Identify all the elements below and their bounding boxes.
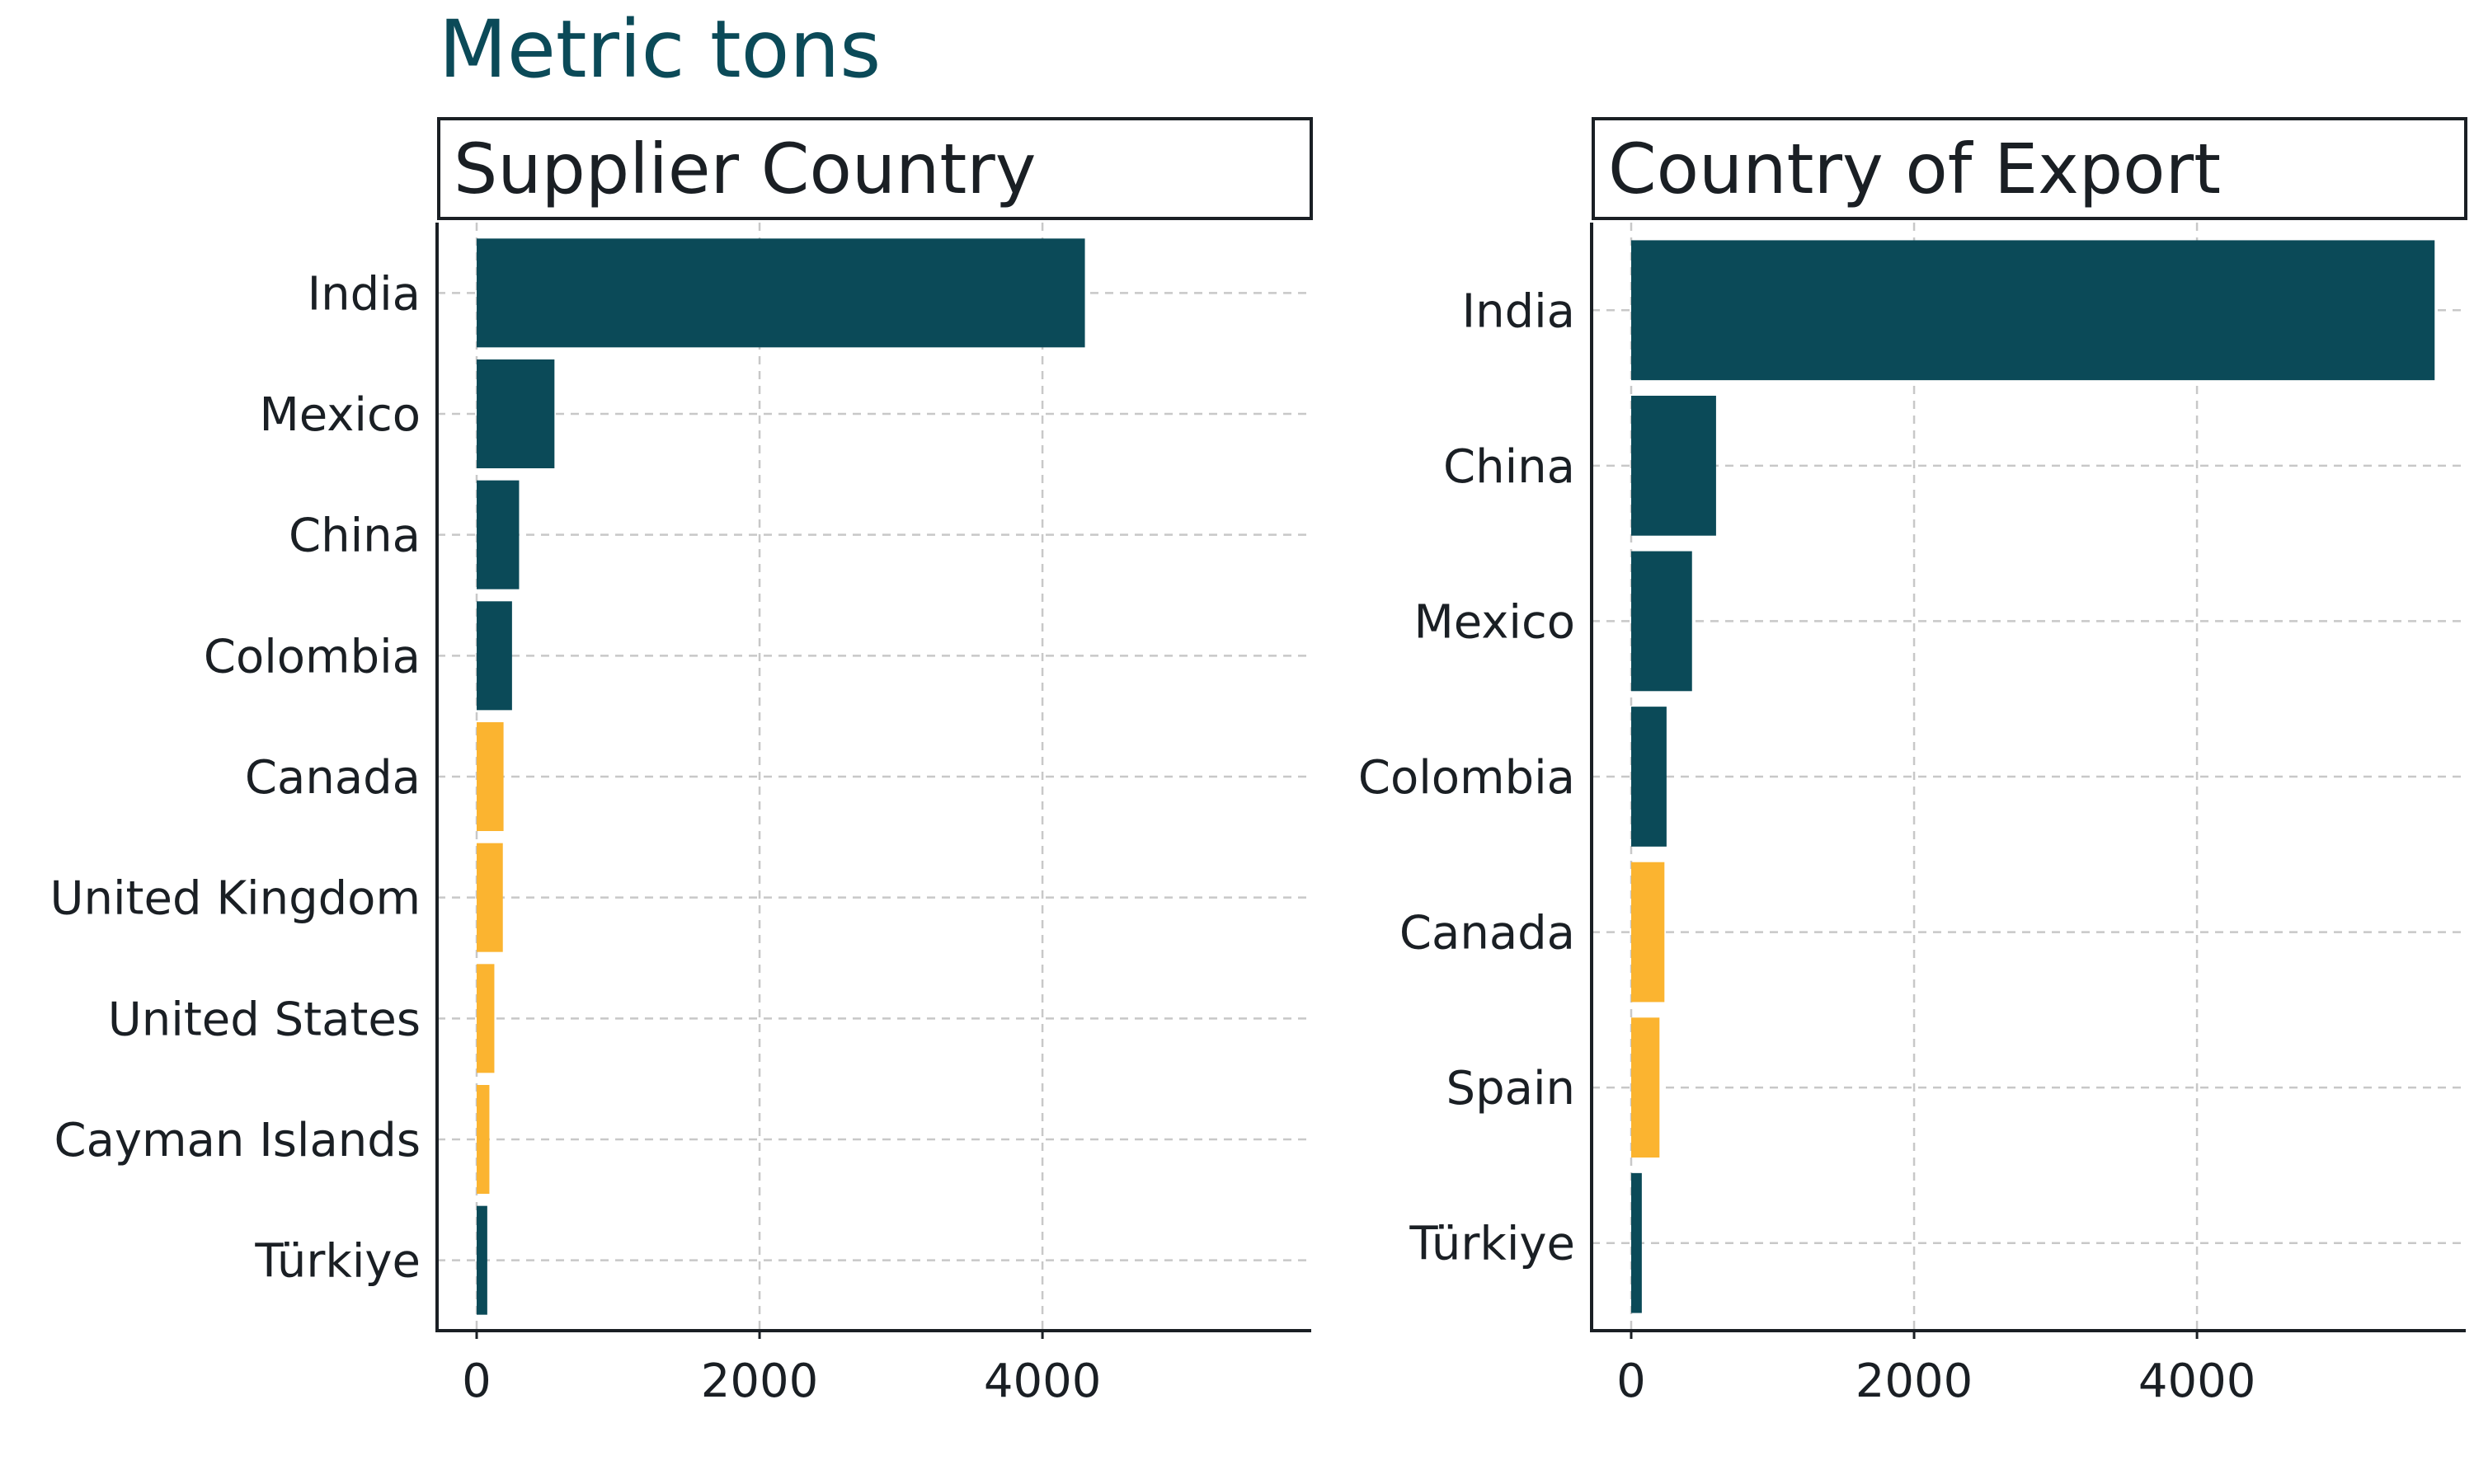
strip-box bbox=[1592, 117, 2467, 220]
category-label: China bbox=[289, 510, 421, 563]
x-tick-label: 0 bbox=[1616, 1355, 1646, 1408]
category-label: Colombia bbox=[1358, 751, 1575, 805]
category-label: Colombia bbox=[204, 630, 421, 683]
category-label: United States bbox=[108, 993, 421, 1046]
category-label: China bbox=[1443, 440, 1575, 494]
category-label: Türkiye bbox=[254, 1235, 421, 1289]
x-tick-label: 4000 bbox=[984, 1355, 1102, 1408]
panel-title: Supplier Country bbox=[454, 129, 1037, 209]
page-title: Metric tons bbox=[439, 3, 882, 96]
bar-china bbox=[1631, 396, 1716, 536]
bar-spain bbox=[1631, 1017, 1660, 1158]
category-label: Mexico bbox=[259, 388, 421, 442]
category-label: India bbox=[1462, 284, 1575, 338]
bar-india bbox=[477, 238, 1085, 348]
x-tick-label: 2000 bbox=[701, 1355, 819, 1408]
bar-colombia bbox=[477, 601, 512, 711]
panel-title: Country of Export bbox=[1608, 129, 2221, 209]
bar-united-states bbox=[477, 964, 495, 1073]
bar-united-kingdom bbox=[477, 843, 503, 952]
x-tick-label: 4000 bbox=[2138, 1355, 2256, 1408]
category-label: Türkiye bbox=[1409, 1218, 1575, 1271]
bar-colombia bbox=[1631, 707, 1667, 847]
panel-country-of-export: Country of Export India China Mexico Colomb… bbox=[1358, 117, 2467, 1408]
bar-t-rkiye bbox=[477, 1205, 487, 1315]
panel-supplier-country: Supplier Country India Mexico China Colombi… bbox=[50, 117, 1313, 1408]
category-label: United Kingdom bbox=[50, 872, 421, 926]
bar-t-rkiye bbox=[1631, 1172, 1642, 1313]
bar-mexico bbox=[477, 359, 555, 468]
bar-canada bbox=[1631, 862, 1665, 1003]
category-label: Spain bbox=[1446, 1062, 1575, 1115]
category-label: India bbox=[308, 267, 421, 321]
x-tick-label: 0 bbox=[462, 1355, 492, 1408]
bar-cayman-islands bbox=[477, 1085, 490, 1194]
bar-india bbox=[1631, 240, 2435, 381]
x-tick-label: 2000 bbox=[1856, 1355, 1973, 1408]
strip-box bbox=[437, 117, 1313, 220]
category-label: Cayman Islands bbox=[54, 1114, 421, 1167]
category-label: Mexico bbox=[1413, 595, 1575, 649]
category-label: Canada bbox=[1399, 907, 1575, 960]
category-label: Canada bbox=[245, 751, 421, 805]
bar-canada bbox=[477, 722, 504, 831]
bar-mexico bbox=[1631, 551, 1692, 692]
bar-china bbox=[477, 480, 520, 589]
